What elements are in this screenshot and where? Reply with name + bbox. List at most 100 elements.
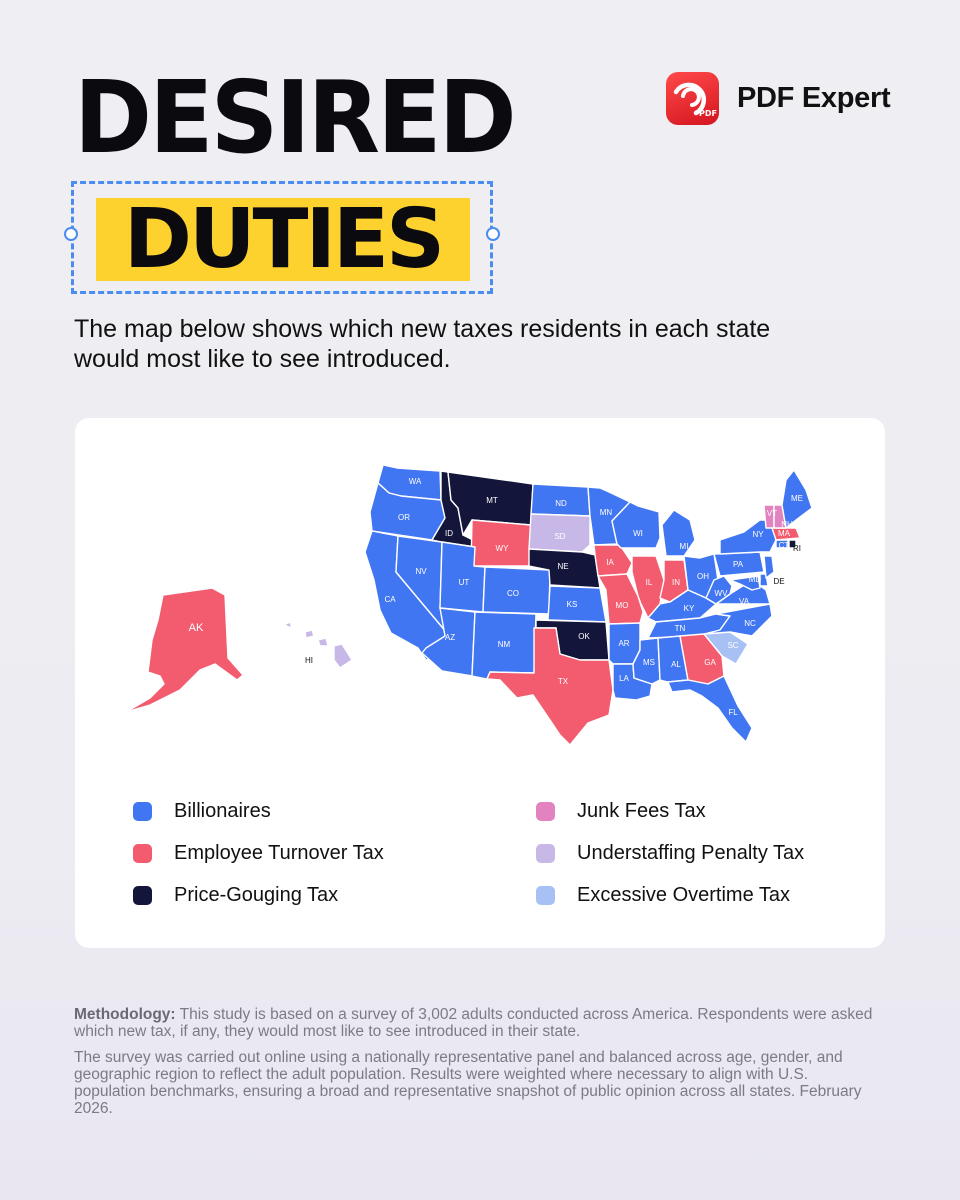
state-label-ga: GA <box>704 658 716 667</box>
state-ma <box>771 527 801 541</box>
methodology: Methodology: This study is based on a su… <box>74 1006 874 1126</box>
state-label-me: ME <box>791 494 803 503</box>
state-wi <box>611 501 661 549</box>
state-label-wi: WI <box>633 529 643 538</box>
state-wv <box>705 575 733 605</box>
state-label-fl: FL <box>728 708 738 717</box>
state-label-or: OR <box>398 513 410 522</box>
methodology-paragraph-1: Methodology: This study is based on a su… <box>74 1006 874 1040</box>
state-label-mo: MO <box>616 601 629 610</box>
legend-label: Junk Fees Tax <box>577 799 706 822</box>
state-label-tx: TX <box>558 677 569 686</box>
state-nc <box>703 603 773 637</box>
state-label-oh: OH <box>697 572 709 581</box>
state-mo <box>597 573 644 625</box>
state-label-sc: SC <box>727 641 738 650</box>
legend-label: Billionaires <box>174 799 271 822</box>
state-label-ak: AK <box>189 622 204 634</box>
state-me <box>781 469 813 529</box>
state-label-nh: NH <box>781 520 793 529</box>
subtitle: The map below shows which new taxes resi… <box>74 315 771 373</box>
legend-item-employee-turnover: Employee Turnover Tax <box>133 832 384 874</box>
legend-swatch-excessive-overtime <box>536 885 555 905</box>
state-ri <box>788 539 797 549</box>
legend-item-understaffing: Understaffing Penalty Tax <box>536 832 804 874</box>
state-label-hi: HI <box>305 656 313 665</box>
legend-swatch-employee-turnover <box>133 843 152 863</box>
state-hi <box>283 621 353 669</box>
methodology-text-1: This study is based on a survey of 3,002… <box>74 1006 873 1040</box>
legend-swatch-understaffing <box>536 843 555 863</box>
state-label-ks: KS <box>567 600 578 609</box>
pdf-expert-logo-icon: PDF <box>666 72 719 125</box>
resize-handle-left <box>64 227 78 241</box>
resize-handle-right <box>486 227 500 241</box>
legend-label: Understaffing Penalty Tax <box>577 841 805 864</box>
methodology-paragraph-2: The survey was carried out online using … <box>74 1049 862 1117</box>
state-label-al: AL <box>671 660 681 669</box>
state-label-az: AZ <box>445 633 455 642</box>
state-label-nd: ND <box>555 499 567 508</box>
legend-label: Employee Turnover Tax <box>174 841 384 864</box>
title-line-1: DESIRED <box>74 59 517 176</box>
state-label-wa: WA <box>409 477 422 486</box>
state-label-in: IN <box>672 578 680 587</box>
legend-label: Price-Gouging Tax <box>174 883 339 906</box>
state-ak <box>125 587 244 713</box>
state-sd <box>528 513 591 553</box>
methodology-label: Methodology: <box>74 1006 176 1023</box>
state-label-ar: AR <box>618 639 629 648</box>
state-label-tn: TN <box>675 624 686 633</box>
state-fl <box>667 675 753 743</box>
legend-label: Excessive Overtime Tax <box>577 883 791 906</box>
state-label-ms: MS <box>643 658 655 667</box>
state-label-ne: NE <box>557 562 568 571</box>
state-label-ct: CT <box>779 541 790 550</box>
state-md <box>729 575 761 591</box>
state-mi <box>661 509 696 557</box>
state-label-co: CO <box>507 589 519 598</box>
state-label-va: VA <box>739 597 750 606</box>
state-label-ut: UT <box>459 578 470 587</box>
state-label-mt: MT <box>486 496 498 505</box>
state-label-sd: SD <box>554 532 565 541</box>
state-tx <box>486 627 614 746</box>
title-line-2: DUTIES <box>96 198 470 281</box>
state-label-id: ID <box>445 529 453 538</box>
state-label-mn: MN <box>600 508 613 517</box>
legend-item-price-gouging: Price-Gouging Tax <box>133 874 384 916</box>
state-label-ma: MA <box>778 529 791 538</box>
legend-column-1: Billionaires Employee Turnover Tax Price… <box>133 790 384 916</box>
state-label-de: DE <box>773 577 784 586</box>
legend-item-billionaires: Billionaires <box>133 790 384 832</box>
state-label-ri: RI <box>793 544 801 553</box>
state-label-nm: NM <box>498 640 511 649</box>
state-label-mi: MI <box>680 542 689 551</box>
state-label-vt: VT <box>767 509 777 518</box>
legend-item-excessive-overtime: Excessive Overtime Tax <box>536 874 804 916</box>
logo-badge-text: PDF <box>699 109 717 118</box>
brand-logo: PDF PDF Expert <box>666 72 891 125</box>
legend-item-junk-fees: Junk Fees Tax <box>536 790 804 832</box>
state-label-wv: WV <box>715 589 729 598</box>
state-label-ca: CA <box>384 595 396 604</box>
state-label-la: LA <box>619 674 629 683</box>
legend-swatch-junk-fees <box>536 801 555 821</box>
state-label-ky: KY <box>684 604 695 613</box>
state-label-pa: PA <box>733 560 744 569</box>
state-label-nv: NV <box>415 567 427 576</box>
state-label-il: IL <box>646 578 653 587</box>
state-label-md: MD <box>749 575 762 584</box>
state-wy <box>470 519 532 567</box>
state-label-ny: NY <box>752 530 764 539</box>
state-label-wy: WY <box>496 544 510 553</box>
brand-name: PDF Expert <box>737 82 891 114</box>
state-label-nc: NC <box>744 619 756 628</box>
state-nj <box>763 555 775 579</box>
state-label-ia: IA <box>606 558 614 567</box>
state-label-ok: OK <box>578 632 590 641</box>
legend-swatch-billionaires <box>133 801 152 821</box>
legend-column-2: Junk Fees Tax Understaffing Penalty Tax … <box>536 790 804 916</box>
legend-swatch-price-gouging <box>133 885 152 905</box>
